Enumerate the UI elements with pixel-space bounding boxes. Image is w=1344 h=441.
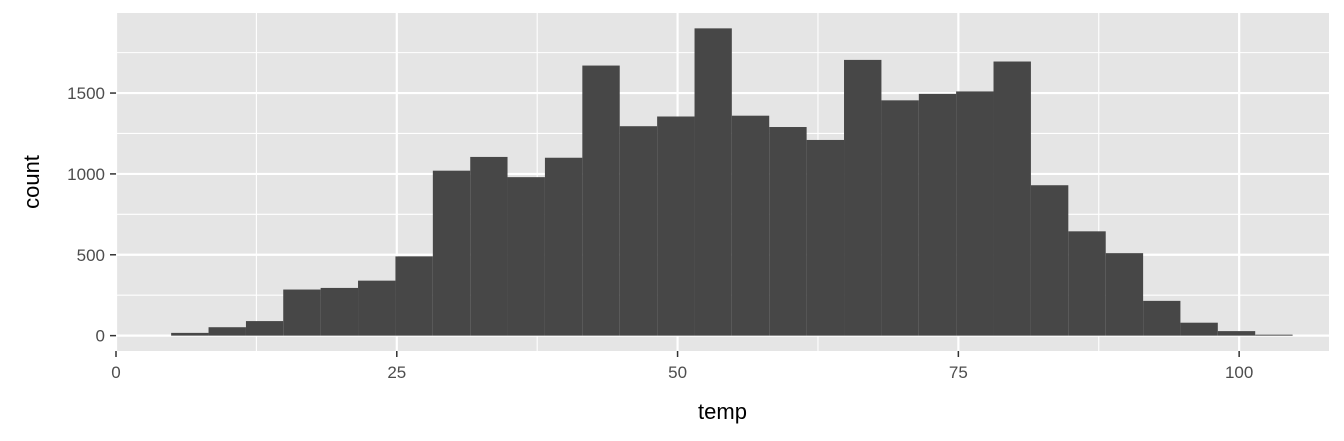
histogram-bar (1217, 331, 1256, 336)
histogram-bar (507, 177, 545, 336)
x-tick-label: 0 (111, 363, 120, 382)
histogram-bar (993, 61, 1031, 336)
histogram-bar (1143, 300, 1181, 336)
x-tick-label: 100 (1225, 363, 1253, 382)
histogram-bar (731, 115, 770, 336)
y-tick-label: 500 (77, 246, 105, 265)
x-tick-label: 50 (668, 363, 687, 382)
histogram-bar (470, 156, 508, 336)
histogram-bar (619, 126, 658, 336)
histogram-bar (1068, 231, 1106, 336)
histogram-bar (245, 321, 284, 336)
histogram-bar (358, 280, 396, 336)
histogram-bars (171, 28, 1293, 336)
histogram-bar (544, 157, 583, 336)
histogram-bar (918, 93, 957, 336)
y-axis: 0 500 1000 1500 (67, 84, 116, 346)
histogram-bar (171, 332, 209, 336)
histogram-bar (694, 28, 732, 336)
histogram-bar (769, 127, 807, 336)
histogram-bar (395, 256, 433, 336)
histogram-bar (1255, 334, 1293, 336)
histogram-bar (432, 170, 471, 336)
histogram-bar (806, 139, 845, 336)
y-tick-label: 1500 (67, 84, 105, 103)
histogram-bar (208, 327, 246, 336)
x-tick-label: 25 (387, 363, 406, 382)
x-tick-label: 75 (949, 363, 968, 382)
histogram-bar (1105, 253, 1144, 336)
histogram-bar (956, 91, 994, 336)
y-tick-label: 0 (96, 327, 105, 346)
histogram-bar (320, 287, 359, 336)
histogram-bar (881, 100, 919, 336)
histogram-bar (657, 116, 695, 336)
y-tick-label: 1000 (67, 165, 105, 184)
x-axis: 0 25 50 75 100 (111, 351, 1253, 382)
x-axis-title: temp (698, 399, 747, 424)
histogram-bar (1180, 322, 1218, 336)
y-axis-title: count (19, 155, 44, 209)
histogram-bar (1030, 185, 1069, 336)
histogram-bar (844, 59, 882, 336)
histogram-bar (283, 289, 321, 336)
histogram-bar (582, 65, 620, 336)
